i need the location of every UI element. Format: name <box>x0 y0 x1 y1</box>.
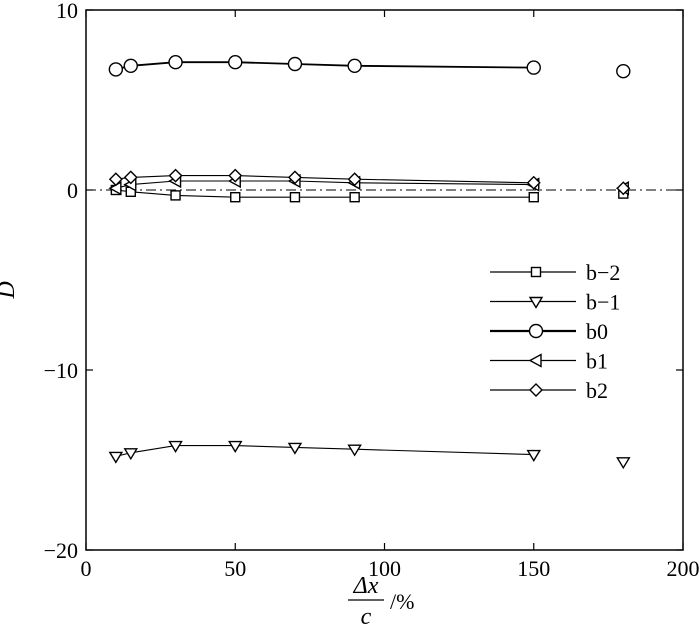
data-point-triangle-left <box>528 353 542 368</box>
data-point-square <box>230 191 241 203</box>
y-axis-label: D <box>0 281 20 299</box>
x-tick-label: 50 <box>224 556 246 581</box>
data-point-diamond <box>616 181 631 196</box>
data-point-circle <box>228 55 243 70</box>
series-3 <box>108 173 629 196</box>
legend-entry: b0 <box>490 319 608 344</box>
y-tick-label: 0 <box>67 178 78 203</box>
x-tick-label: 200 <box>667 556 700 581</box>
series-2 <box>108 55 631 79</box>
data-point-diamond <box>168 168 183 183</box>
data-point-diamond <box>228 168 243 183</box>
data-point-circle <box>168 55 183 70</box>
x-axis-label-denominator: c <box>361 604 372 630</box>
data-point-triangle-down <box>528 296 544 309</box>
x-axis-label: Δx c /% <box>348 573 414 630</box>
data-point-diamond <box>347 172 362 187</box>
legend-entry: b2 <box>490 378 608 403</box>
y-tick-label: −20 <box>44 538 78 563</box>
legend-label: b−2 <box>586 260 620 285</box>
x-axis-label-unit: /% <box>390 589 414 614</box>
data-point-circle <box>616 63 631 79</box>
data-point-square <box>530 266 542 278</box>
data-point-diamond <box>123 170 138 185</box>
data-point-circle <box>287 56 303 72</box>
data-point-diamond <box>287 170 302 185</box>
data-point-square <box>349 191 360 203</box>
y-tick-label: −10 <box>44 358 78 383</box>
series-1 <box>108 440 631 470</box>
data-point-triangle-down <box>168 440 183 453</box>
data-point-circle <box>526 60 541 75</box>
data-series <box>108 55 631 470</box>
data-point-diamond <box>529 383 543 397</box>
y-tick-label: 10 <box>56 0 78 23</box>
data-point-circle <box>123 58 138 74</box>
data-point-square <box>170 190 181 201</box>
legend-label: b0 <box>586 319 608 344</box>
data-point-triangle-down <box>616 457 631 470</box>
x-tick-label: 100 <box>368 556 401 581</box>
legend-label: b2 <box>586 378 608 403</box>
data-point-square <box>289 191 301 203</box>
data-point-triangle-down <box>228 440 243 453</box>
data-point-triangle-down <box>108 451 124 464</box>
data-point-circle <box>108 62 124 77</box>
legend-entry: b−2 <box>490 260 620 285</box>
legend-label: b1 <box>586 349 608 374</box>
x-tick-label: 150 <box>517 556 550 581</box>
data-point-triangle-down <box>347 444 362 457</box>
data-point-triangle-down <box>287 442 303 455</box>
data-point-diamond <box>526 175 541 190</box>
x-tick-label: 0 <box>81 556 92 581</box>
data-point-circle <box>528 323 544 339</box>
series-0 <box>110 184 629 203</box>
x-axis-label-numerator: Δx <box>353 573 379 599</box>
data-point-diamond <box>108 172 123 187</box>
data-point-triangle-down <box>526 449 541 462</box>
data-point-circle <box>347 58 362 74</box>
data-point-triangle-down <box>123 448 139 461</box>
legend: b−2 b−1 b0 b1 b2 <box>490 260 620 403</box>
data-point-square <box>528 191 539 203</box>
legend-entry: b−1 <box>490 290 620 315</box>
series-4 <box>108 168 631 196</box>
legend-label: b−1 <box>586 290 620 315</box>
legend-entry: b1 <box>490 349 608 374</box>
